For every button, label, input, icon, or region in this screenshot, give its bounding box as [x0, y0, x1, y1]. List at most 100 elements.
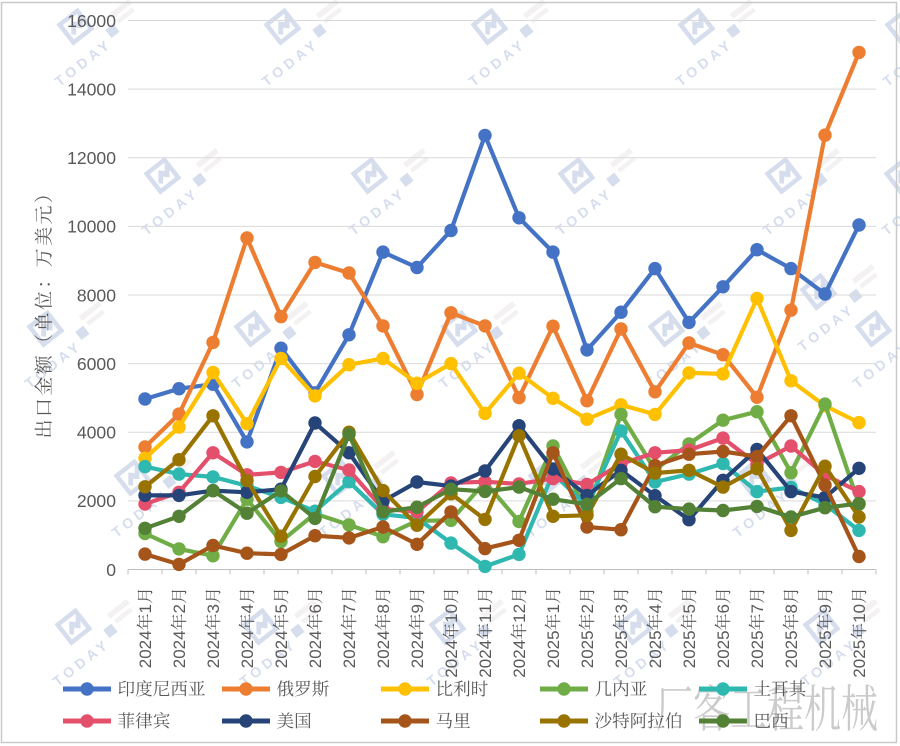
svg-text:2: 2 — [578, 604, 597, 613]
svg-text:2: 2 — [408, 640, 427, 649]
svg-text:4: 4 — [442, 640, 461, 649]
svg-text:14000: 14000 — [67, 79, 116, 99]
svg-text:0: 0 — [714, 649, 733, 658]
svg-text:2: 2 — [340, 640, 359, 649]
svg-text:4: 4 — [510, 640, 529, 649]
svg-text:4: 4 — [408, 630, 427, 639]
svg-text:2: 2 — [544, 659, 563, 668]
svg-text:2: 2 — [204, 640, 223, 649]
svg-text:3: 3 — [612, 604, 631, 613]
svg-text:0: 0 — [306, 649, 325, 658]
svg-text:2: 2 — [578, 659, 597, 668]
svg-text:1: 1 — [510, 613, 529, 622]
svg-text:2: 2 — [850, 649, 869, 658]
svg-text:2: 2 — [306, 640, 325, 649]
svg-text:4: 4 — [170, 630, 189, 639]
svg-text:2: 2 — [544, 640, 563, 649]
svg-text:0: 0 — [680, 649, 699, 658]
svg-text:2: 2 — [510, 668, 529, 677]
svg-text:2000: 2000 — [77, 491, 116, 511]
svg-text:0: 0 — [816, 649, 835, 658]
svg-text:7: 7 — [748, 604, 767, 613]
svg-text:0: 0 — [442, 604, 461, 613]
svg-text:1: 1 — [476, 604, 495, 613]
svg-text:2: 2 — [170, 604, 189, 613]
svg-text:2: 2 — [646, 659, 665, 668]
svg-text:10000: 10000 — [67, 217, 116, 237]
svg-text:4: 4 — [204, 630, 223, 639]
svg-text:1: 1 — [850, 613, 869, 622]
svg-text:4000: 4000 — [77, 423, 116, 443]
svg-text:4: 4 — [136, 630, 155, 639]
svg-text:2: 2 — [136, 659, 155, 668]
svg-text:4: 4 — [272, 630, 291, 639]
svg-text:12000: 12000 — [67, 148, 116, 168]
svg-text:5: 5 — [578, 630, 597, 639]
svg-text:2: 2 — [442, 649, 461, 658]
svg-text:0: 0 — [238, 649, 257, 658]
svg-text:0: 0 — [578, 649, 597, 658]
svg-text:2: 2 — [170, 659, 189, 668]
svg-text:4: 4 — [340, 630, 359, 639]
svg-text:1: 1 — [476, 613, 495, 622]
svg-text:5: 5 — [680, 604, 699, 613]
svg-text:2: 2 — [816, 640, 835, 649]
svg-text:2: 2 — [612, 659, 631, 668]
svg-text:2: 2 — [476, 668, 495, 677]
svg-text:2: 2 — [170, 640, 189, 649]
svg-text:4: 4 — [374, 630, 393, 639]
svg-text:0: 0 — [646, 649, 665, 658]
svg-text:2: 2 — [714, 640, 733, 649]
svg-text:5: 5 — [646, 630, 665, 639]
svg-text:0: 0 — [170, 649, 189, 658]
svg-text:5: 5 — [816, 630, 835, 639]
svg-text:0: 0 — [782, 649, 801, 658]
svg-text:2: 2 — [714, 659, 733, 668]
svg-text:6: 6 — [714, 604, 733, 613]
svg-text:2: 2 — [306, 659, 325, 668]
svg-text:2: 2 — [510, 604, 529, 613]
svg-text:0: 0 — [612, 649, 631, 658]
svg-text:3: 3 — [204, 604, 223, 613]
svg-text:5: 5 — [714, 630, 733, 639]
svg-text:2: 2 — [238, 640, 257, 649]
svg-text:2: 2 — [782, 659, 801, 668]
svg-text:2: 2 — [136, 640, 155, 649]
svg-text:7: 7 — [340, 604, 359, 613]
svg-text:0: 0 — [510, 659, 529, 668]
svg-text:2: 2 — [612, 640, 631, 649]
svg-text:6: 6 — [306, 604, 325, 613]
svg-text:16000: 16000 — [67, 11, 116, 31]
svg-text:9: 9 — [408, 604, 427, 613]
svg-text:2: 2 — [646, 640, 665, 649]
svg-text:5: 5 — [748, 630, 767, 639]
svg-text:2: 2 — [748, 640, 767, 649]
svg-text:1: 1 — [442, 613, 461, 622]
svg-text:4: 4 — [238, 630, 257, 639]
svg-text:5: 5 — [850, 640, 869, 649]
svg-text:4: 4 — [238, 604, 257, 613]
svg-text:1: 1 — [136, 604, 155, 613]
svg-text:0: 0 — [748, 649, 767, 658]
svg-text:0: 0 — [340, 649, 359, 658]
svg-text:5: 5 — [272, 604, 291, 613]
svg-text:0: 0 — [106, 560, 116, 580]
svg-text:2: 2 — [204, 659, 223, 668]
svg-text:2: 2 — [680, 659, 699, 668]
svg-text:0: 0 — [408, 649, 427, 658]
svg-text:0: 0 — [850, 604, 869, 613]
svg-text:8000: 8000 — [77, 285, 116, 305]
svg-text:0: 0 — [136, 649, 155, 658]
svg-text:2: 2 — [374, 659, 393, 668]
svg-text:4: 4 — [646, 604, 665, 613]
svg-text:2: 2 — [680, 640, 699, 649]
svg-text:2: 2 — [272, 659, 291, 668]
svg-text:2: 2 — [374, 640, 393, 649]
svg-text:2: 2 — [408, 659, 427, 668]
svg-text:2: 2 — [782, 640, 801, 649]
svg-text:2: 2 — [510, 649, 529, 658]
svg-text:1: 1 — [544, 604, 563, 613]
svg-text:8: 8 — [374, 604, 393, 613]
svg-text:5: 5 — [782, 630, 801, 639]
svg-text:0: 0 — [850, 659, 869, 668]
